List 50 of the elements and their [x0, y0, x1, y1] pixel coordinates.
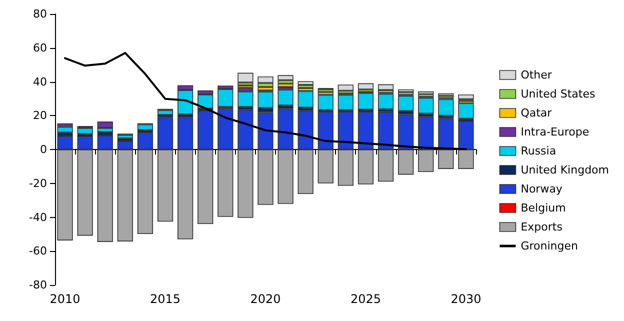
legend-label: United Kingdom	[520, 164, 610, 176]
legend-label: Other	[520, 68, 552, 82]
bar	[238, 72, 254, 82]
bar	[298, 81, 314, 85]
bar	[458, 103, 474, 119]
y-tick-label: 60	[33, 41, 47, 54]
bar	[398, 96, 414, 111]
bar	[458, 94, 474, 100]
bar	[117, 134, 133, 138]
legend-label: Exports	[520, 220, 563, 234]
y-tick-label: -60	[29, 244, 47, 258]
y-tick-label: -40	[29, 210, 47, 224]
legend-label: Belgium	[520, 202, 566, 214]
x-tick-label: 2020	[250, 292, 281, 306]
y-tick-label: 20	[33, 109, 47, 122]
bar	[157, 110, 174, 115]
bar	[198, 94, 214, 109]
legend-label: Intra-Europe	[520, 126, 590, 138]
bar	[97, 122, 113, 128]
legend-label: United States	[520, 88, 596, 100]
bar	[278, 84, 294, 87]
y-tick-label: 0	[40, 143, 47, 156]
bar	[137, 124, 154, 130]
bar	[57, 126, 73, 133]
y-tick-label: -80	[29, 278, 47, 292]
x-tick-label: 2030	[450, 292, 482, 306]
x-tick-label: 2025	[350, 292, 382, 306]
bar	[378, 84, 394, 90]
bar	[438, 99, 454, 116]
bar	[77, 128, 93, 134]
bar	[278, 75, 294, 80]
legend-label: Norway	[520, 182, 563, 196]
bar	[358, 93, 374, 110]
legend-label: Qatar	[520, 106, 552, 120]
bar	[338, 84, 354, 91]
y-tick-label: 80	[33, 8, 47, 20]
bar	[358, 83, 374, 90]
bar	[378, 94, 394, 110]
legend-label: Groningen	[520, 240, 578, 252]
legend-label: Russia	[520, 144, 556, 158]
bar	[278, 90, 294, 106]
bar	[418, 98, 434, 114]
bar	[298, 91, 314, 108]
y-tick-label: -20	[29, 176, 47, 190]
bar	[258, 76, 274, 83]
x-tick-label: 2015	[150, 292, 181, 306]
bar	[298, 84, 314, 88]
bar	[238, 92, 254, 107]
x-tick-label: 2010	[50, 292, 80, 306]
y-tick-label: 40	[33, 75, 47, 88]
